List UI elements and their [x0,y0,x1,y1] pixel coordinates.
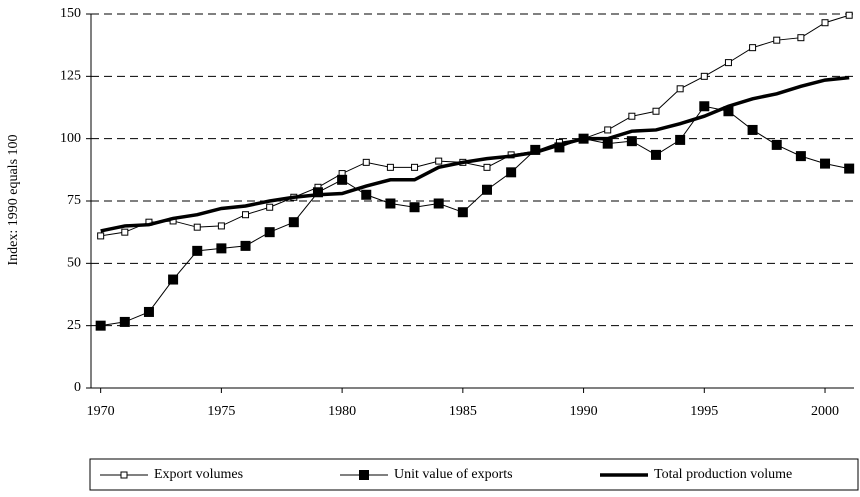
marker [747,124,758,135]
marker [288,217,299,228]
marker [433,198,444,209]
x-tick-label: 2000 [811,404,839,419]
x-tick-label: 1995 [690,404,718,419]
x-tick-label: 1980 [328,404,356,419]
marker [795,151,806,162]
marker [435,157,443,165]
marker [312,187,323,198]
series-line [100,75,850,233]
marker [143,306,154,317]
marker [216,243,227,254]
y-tick-label: 50 [67,256,81,271]
marker [626,136,637,147]
marker [217,222,225,230]
y-tick-label: 125 [60,69,81,84]
marker [628,112,636,120]
marker [409,202,420,213]
legend-marker [359,470,369,480]
x-tick-label: 1990 [570,404,598,419]
marker [604,126,612,134]
legend-label: Export volumes [154,467,243,482]
marker [240,240,251,251]
marker [675,134,686,145]
marker [773,36,781,44]
y-tick-label: 150 [60,6,81,21]
marker [119,316,130,327]
x-tick-label: 1970 [87,404,115,419]
marker [651,149,662,160]
marker [264,227,275,238]
marker [723,106,734,117]
y-tick-label: 25 [67,318,81,333]
marker [457,207,468,218]
marker [749,44,757,52]
marker [386,163,394,171]
marker [337,174,348,185]
marker [168,274,179,285]
marker [362,158,370,166]
marker [506,167,517,178]
marker [266,203,274,211]
marker [481,184,492,195]
y-axis-label: Index: 1990 equals 100 [6,134,21,265]
series-line [100,14,850,237]
marker [652,107,660,115]
marker [361,189,372,200]
x-tick-label: 1975 [207,404,235,419]
marker [121,228,129,236]
marker [797,34,805,42]
marker [192,245,203,256]
marker [554,142,565,153]
marker [820,158,831,169]
marker [699,101,710,112]
marker [724,59,732,67]
marker [771,139,782,150]
legend-box [89,458,859,491]
y-tick-label: 0 [74,380,81,395]
marker [821,19,829,27]
marker [385,198,396,209]
marker [700,72,708,80]
marker [602,138,613,149]
marker [845,11,853,19]
marker [97,232,105,240]
marker [95,320,106,331]
y-tick-label: 75 [67,193,81,208]
marker [483,163,491,171]
marker [242,211,250,219]
y-tick-label: 100 [60,131,81,146]
x-tick-label: 1985 [449,404,477,419]
legend-label: Unit value of exports [394,467,513,482]
marker [844,163,855,174]
marker [193,223,201,231]
legend-marker [120,471,128,479]
marker [411,163,419,171]
marker [676,85,684,93]
legend-label: Total production volume [654,467,792,482]
marker [530,144,541,155]
